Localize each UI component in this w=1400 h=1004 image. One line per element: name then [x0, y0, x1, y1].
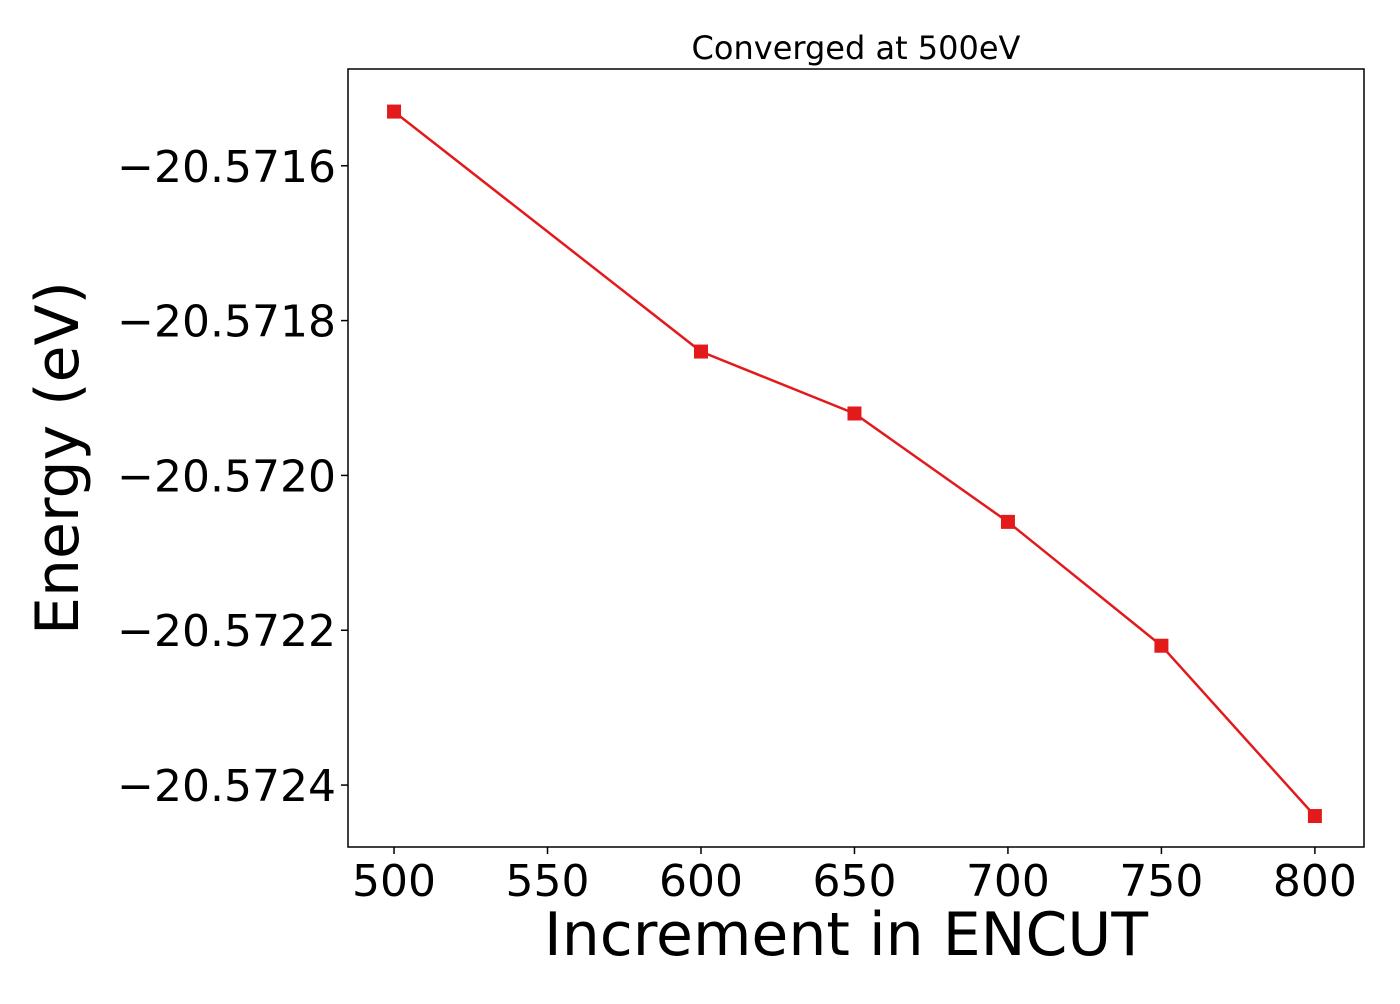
x-tick-label: 550 [506, 856, 590, 907]
data-point-marker [387, 104, 402, 119]
series-layer [387, 104, 1322, 824]
y-tick-label: −20.5724 [117, 761, 336, 812]
y-tick-label: −20.5716 [117, 142, 336, 193]
x-tick-label: 700 [966, 856, 1050, 907]
y-tick-label: −20.5718 [117, 297, 336, 348]
x-tick-label: 600 [659, 856, 743, 907]
x-tick-label: 750 [1119, 856, 1203, 907]
data-point-marker [1154, 638, 1169, 653]
x-tick-label: 500 [352, 856, 436, 907]
plot-area-frame [347, 68, 1365, 848]
data-point-marker [1000, 514, 1015, 529]
y-tick-label: −20.5720 [117, 451, 336, 502]
x-axis-label: Increment in ENCUT [544, 900, 1148, 970]
x-axis: 500 550 600 650 700 750 800 [352, 847, 1357, 907]
x-tick-label: 650 [812, 856, 896, 907]
y-tick-label: −20.5722 [117, 606, 336, 657]
y-axis: −20.5716 −20.5718 −20.5720 −20.5722 −20.5724 [117, 142, 348, 812]
series-line [393, 110, 1316, 817]
chart-title: Converged at 500eV [692, 29, 1021, 67]
y-axis-label: Energy (eV) [23, 281, 93, 635]
data-point-marker [693, 344, 708, 359]
data-point-marker [847, 406, 862, 421]
x-tick-label: 800 [1273, 856, 1357, 907]
data-point-marker [1307, 809, 1322, 824]
